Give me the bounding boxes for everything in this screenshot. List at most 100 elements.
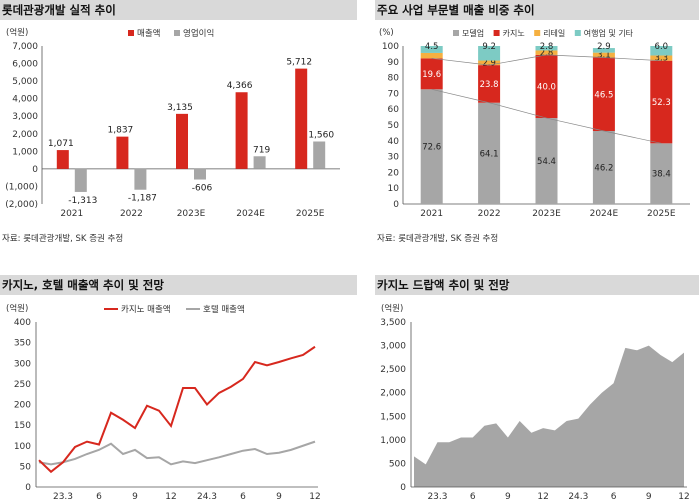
y-tick-label: 3,000 <box>12 112 38 122</box>
y-tick-label: 7,000 <box>12 42 38 52</box>
x-tick-label: 2024E <box>590 209 619 219</box>
bar <box>116 136 129 169</box>
y-tick-label: 3,000 <box>380 342 406 352</box>
bar-segment <box>478 102 501 204</box>
bar-segment <box>650 60 673 144</box>
y-tick-label: 1,500 <box>380 412 406 422</box>
y-tick-label: 50 <box>20 462 32 472</box>
x-tick-label: 24.3 <box>197 492 217 500</box>
casino-hotel-sales-chart: (억원) 카지노 매출액 호텔 매출액 0 50 100 150 200 250 300 350 40… <box>6 303 321 500</box>
chart-title: 카지노, 호텔 매출액 추이 및 전망 <box>0 275 357 295</box>
data-label: 40.0 <box>537 82 556 92</box>
bar-segment <box>420 89 443 204</box>
bar <box>194 168 206 180</box>
legend-label: 카지노 <box>503 29 525 38</box>
bar-segment <box>650 143 673 204</box>
data-label: 2.9 <box>597 42 611 52</box>
segment-share-chart: (%) 모델업 카지노 리테일 여행업 및 기타 0 10 20 30 40 50 60 70 80 90 1… <box>379 28 690 219</box>
bar <box>74 168 87 192</box>
chart-source: 자료: 롯데관광개발, SK 증권 추정 <box>377 234 499 244</box>
data-label: 3,135 <box>167 103 193 113</box>
x-tick-label: 2025E <box>647 209 676 219</box>
casino-hotel-sales-panel: 카지노, 호텔 매출액 추이 및 전망 (억원) 카지노 매출액 호텔 매출액 0 50… <box>0 275 358 500</box>
x-tick-label: 9 <box>646 492 652 500</box>
x-tick-label: 2025E <box>296 209 325 219</box>
y-tick-label: 0 <box>400 483 406 493</box>
bar-segment <box>478 46 501 61</box>
data-label: 5,712 <box>286 58 312 68</box>
data-label: 72.6 <box>422 143 441 153</box>
x-tick-label: 12 <box>678 492 689 500</box>
x-tick-label: 2023E <box>177 209 206 219</box>
y-tick-label: 20 <box>388 168 400 178</box>
bar-segment <box>650 55 673 61</box>
data-label: 23.8 <box>480 80 499 90</box>
y-tick-label: 1,000 <box>380 436 406 446</box>
series-line <box>38 345 316 474</box>
data-label: 2.9 <box>482 59 496 69</box>
legend-label: 호텔 매출액 <box>203 304 245 315</box>
y-tick-label: 2,000 <box>380 389 406 399</box>
bar-segment <box>650 46 673 56</box>
x-tick-label: 6 <box>240 492 246 500</box>
y-tick-label: 0 <box>393 200 399 210</box>
data-label: 9.2 <box>482 42 496 52</box>
y-tick-label: 3,500 <box>380 318 406 328</box>
data-label: 38.4 <box>652 170 671 180</box>
y-tick-label: 100 <box>14 442 31 452</box>
x-tick-label: 9 <box>132 492 138 500</box>
bar <box>235 92 248 169</box>
chart-source: 자료: 롯데관광개발, SK 증권 추정 <box>2 234 124 244</box>
y-tick-label: 150 <box>14 421 31 431</box>
legend-swatch <box>574 30 581 36</box>
x-tick-label: 6 <box>470 492 476 500</box>
x-tick-label: 9 <box>505 492 511 500</box>
segment-share-panel: 주요 사업 부문별 매출 비중 추이 (%) 모델업 카지노 리테일 여행업 및 기타 0… <box>375 0 700 250</box>
unit-label: (억원) <box>6 303 28 314</box>
casino-drop-chart: (억원) 0 500 1,000 1,500 2,000 2,500 3,000 3,500 23… <box>380 303 689 500</box>
bar <box>134 168 147 190</box>
legend-label: 영업이익 <box>183 28 214 39</box>
unit-label: (억원) <box>381 303 403 314</box>
unit-label: (%) <box>379 28 394 38</box>
x-tick-label: 23.3 <box>427 492 447 500</box>
y-tick-label: 80 <box>388 74 400 84</box>
data-label: 19.6 <box>422 70 441 80</box>
y-tick-label: 60 <box>388 105 400 115</box>
legend-label: 카지노 매출액 <box>121 304 171 315</box>
connector-line <box>431 88 662 144</box>
data-label: 1,560 <box>308 131 334 141</box>
bar-segment <box>535 50 558 55</box>
bar-segment <box>420 52 443 59</box>
legend-label: 모델업 <box>462 29 484 38</box>
data-label: 52.3 <box>652 98 671 108</box>
casino-drop-panel: 카지노 드랍액 추이 및 전망 (억원) 0 500 1,000 1,500 2,000 2… <box>375 275 700 500</box>
x-tick-label: 2021 <box>60 209 83 219</box>
y-tick-label: 40 <box>388 137 400 147</box>
y-tick-label: (1,000) <box>5 182 38 192</box>
data-label: 4.5 <box>425 42 439 52</box>
bar-segment <box>592 52 615 58</box>
data-label: 719 <box>253 145 270 155</box>
y-tick-label: 500 <box>389 459 406 469</box>
revenue-profit-panel: 롯데관광개발 실적 추이 (억원) 매출액 영업이익 (2,000) (1,000) 0 1… <box>0 0 358 250</box>
bar <box>176 113 188 169</box>
bar-segment <box>478 60 501 66</box>
x-tick-label: 2024E <box>236 209 265 219</box>
y-tick-label: 0 <box>25 483 31 493</box>
data-label: -1,187 <box>128 194 157 204</box>
x-tick-label: 2023E <box>532 209 561 219</box>
y-tick-label: 100 <box>382 42 399 52</box>
data-label: 3.1 <box>597 51 611 61</box>
y-tick-label: 350 <box>14 339 31 349</box>
y-tick-label: 200 <box>14 401 31 411</box>
y-tick-label: 400 <box>14 318 31 328</box>
y-tick-label: 5,000 <box>12 77 38 87</box>
bar <box>313 141 326 169</box>
bar-segment <box>535 54 558 119</box>
bar-segment <box>478 65 501 103</box>
x-tick-label: 6 <box>96 492 102 500</box>
y-tick-label: 30 <box>388 153 400 163</box>
legend-label: 매출액 <box>137 28 160 39</box>
data-label: 6.0 <box>655 42 669 52</box>
